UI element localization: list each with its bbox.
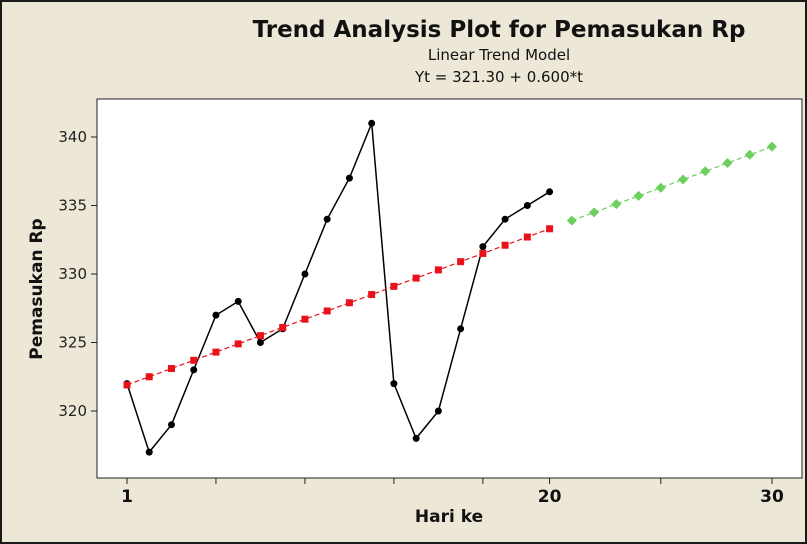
chart-subtitle: Linear Trend Model: [428, 46, 570, 64]
data-point: [479, 243, 487, 251]
data-point: [611, 199, 622, 210]
data-point: [212, 348, 220, 356]
series-line: [126, 228, 550, 386]
data-point: [390, 380, 398, 388]
data-point: [501, 215, 509, 223]
data-point: [234, 297, 242, 305]
data-point: [566, 215, 577, 226]
data-point: [323, 307, 331, 315]
data-point: [523, 202, 531, 209]
x-axis: 1 20 30: [121, 478, 784, 507]
data-point: [390, 282, 398, 290]
data-point: [301, 315, 309, 323]
data-point: [190, 366, 198, 374]
data-point: [256, 339, 264, 346]
plot-area: [96, 98, 803, 479]
y-tick-label: 330: [58, 265, 87, 283]
data-point: [167, 421, 175, 429]
series-line: [126, 123, 550, 454]
data-point: [190, 356, 198, 364]
x-tick-label: 20: [538, 487, 562, 507]
data-point: [457, 325, 465, 333]
data-point: [323, 215, 331, 223]
data-point: [234, 340, 242, 348]
y-tick-label: 320: [58, 402, 87, 420]
data-point: [145, 448, 153, 456]
y-axis: 320 325 330 335 340: [58, 128, 97, 420]
series-layer: [123, 119, 777, 456]
data-point: [434, 266, 442, 274]
data-point: [368, 119, 376, 127]
data-point: [546, 225, 554, 233]
data-point: [412, 274, 420, 282]
data-point: [167, 365, 175, 373]
y-tick-label: 340: [58, 128, 87, 146]
trend-equation: Yt = 321.30 + 0.600*t: [414, 68, 583, 86]
data-point: [479, 249, 487, 257]
y-axis-label: Pemasukan Rp: [27, 218, 47, 359]
chart-title: Trend Analysis Plot for Pemasukan Rp: [253, 17, 746, 43]
data-point: [368, 291, 376, 299]
data-point: [301, 270, 309, 278]
data-point: [722, 158, 733, 169]
data-point: [412, 434, 420, 442]
series-line: [571, 146, 773, 222]
data-point: [457, 258, 465, 266]
data-point: [345, 174, 353, 182]
data-point: [700, 166, 711, 177]
data-point: [744, 149, 755, 160]
y-tick-label: 325: [58, 334, 87, 352]
data-point: [546, 188, 554, 196]
data-point: [655, 182, 666, 193]
x-axis-label: Hari ke: [415, 507, 483, 527]
data-point: [678, 174, 689, 185]
data-point: [767, 141, 777, 152]
data-point: [279, 323, 287, 331]
data-point: [256, 332, 264, 340]
data-point: [501, 241, 509, 249]
data-point: [212, 311, 220, 319]
data-point: [123, 381, 131, 389]
data-point: [523, 233, 531, 241]
data-point: [345, 299, 353, 307]
x-tick-label: 1: [121, 487, 133, 507]
data-point: [633, 190, 644, 201]
y-tick-label: 335: [58, 197, 87, 215]
data-point: [434, 407, 442, 415]
x-tick-label: 30: [760, 487, 784, 507]
data-point: [589, 207, 600, 218]
data-point: [145, 373, 153, 381]
